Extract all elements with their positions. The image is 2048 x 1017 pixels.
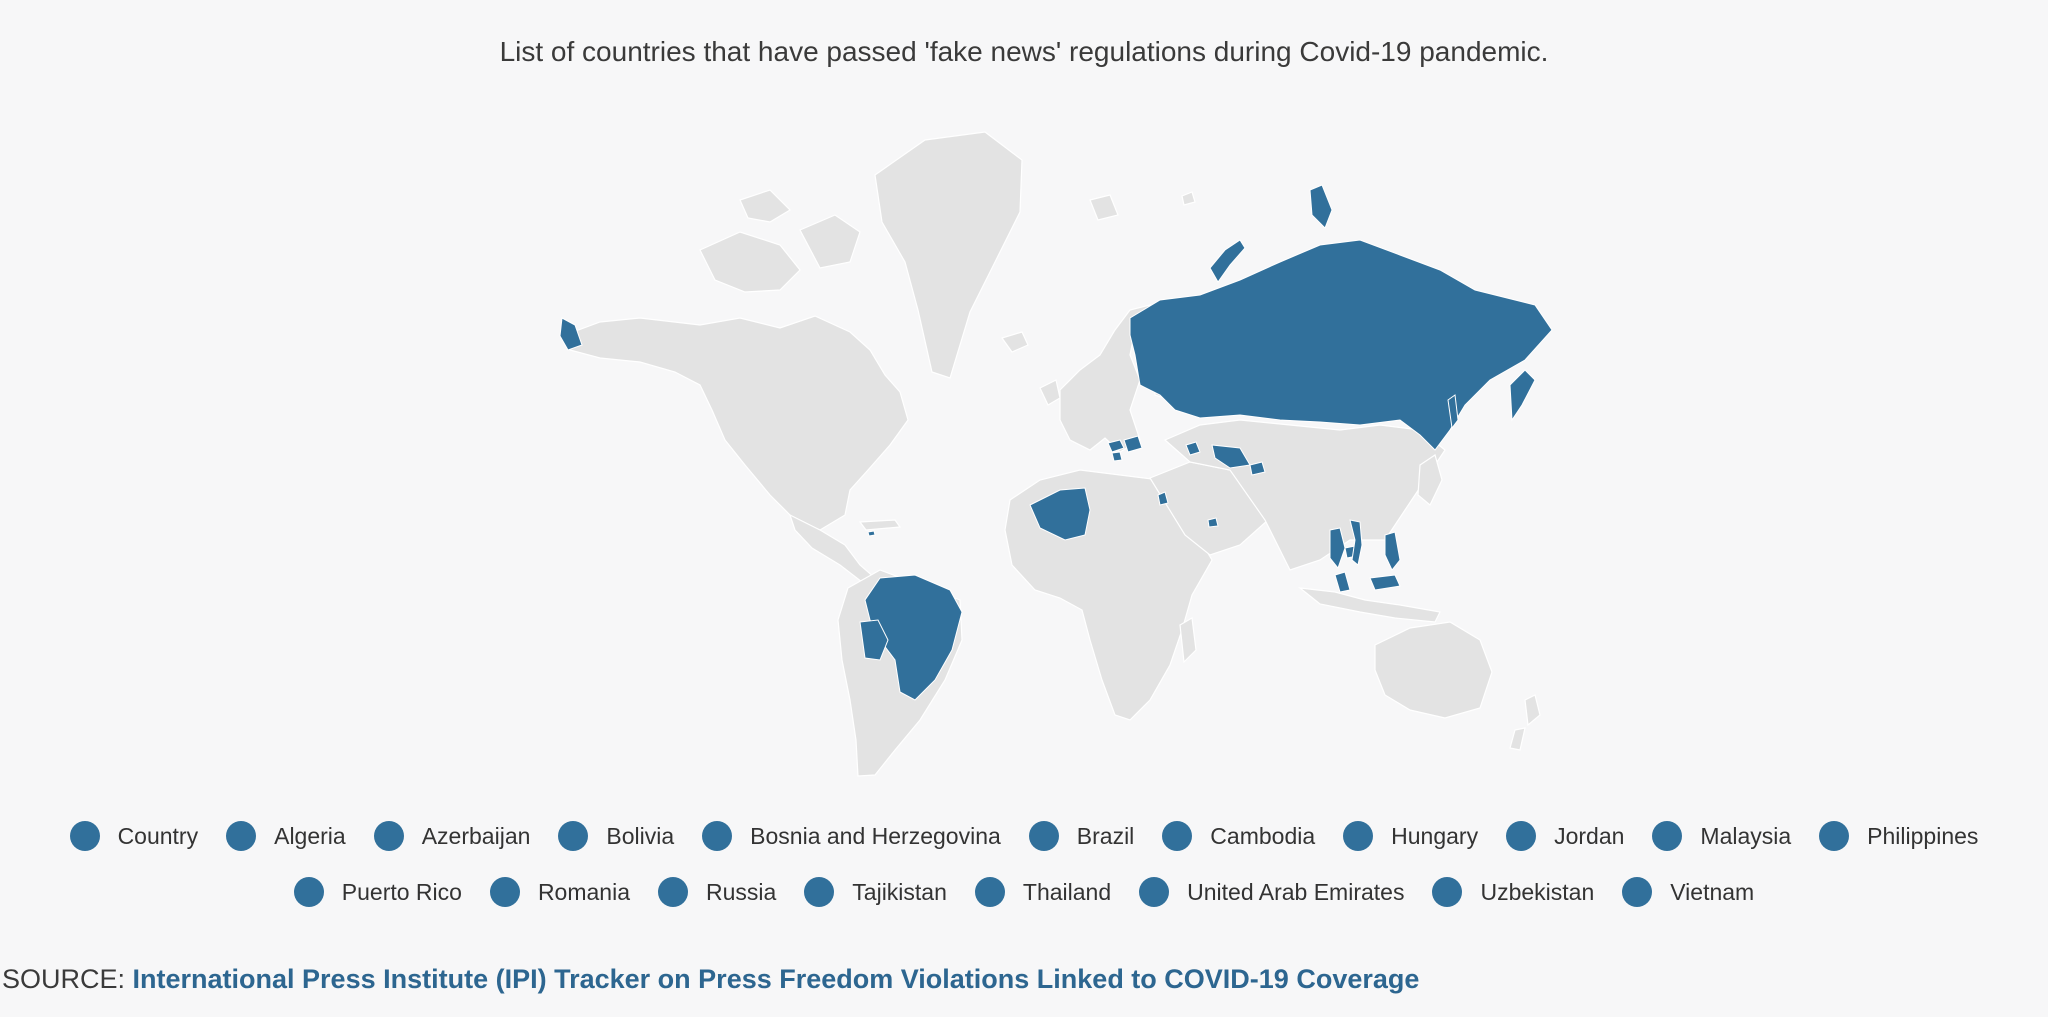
legend-dot-icon (974, 877, 1005, 907)
country-alaska-part (559, 317, 583, 351)
legend-item-romania[interactable]: Romania (489, 877, 630, 907)
country-hungary (1107, 439, 1125, 453)
legend-item-philippines[interactable]: Philippines (1819, 821, 1978, 851)
legend-label: Azerbaijan (421, 822, 531, 849)
legend-row-2: Puerto Rico Romania Russia Tajikistan Thaila… (0, 864, 2048, 920)
legend-dot-icon (1652, 821, 1683, 851)
legend-item-tajikistan[interactable]: Tajikistan (804, 877, 947, 907)
legend-item-brazil[interactable]: Brazil (1028, 821, 1135, 851)
legend-item-malaysia[interactable]: Malaysia (1652, 821, 1791, 851)
country-russia-sakhalin (1447, 394, 1459, 430)
legend-dot-icon (1028, 821, 1059, 851)
legend-label: Uzbekistan (1480, 878, 1595, 905)
legend-dot-icon (373, 821, 404, 851)
legend-item-bosnia-and-herzegovina[interactable]: Bosnia and Herzegovina (702, 821, 1001, 851)
legend-label: Philippines (1867, 822, 1979, 849)
legend-item-cambodia[interactable]: Cambodia (1162, 821, 1315, 851)
legend-label: Algeria (274, 822, 346, 849)
source-label: SOURCE: (2, 964, 133, 994)
legend-item-bolivia[interactable]: Bolivia (558, 821, 674, 851)
legend-label: Romania (537, 878, 630, 905)
country-tajikistan (1249, 461, 1266, 476)
country-azerbaijan (1185, 441, 1201, 456)
legend-label: Russia (705, 878, 777, 905)
legend-item-jordan[interactable]: Jordan (1506, 821, 1624, 851)
legend-item-puerto-rico[interactable]: Puerto Rico (293, 877, 462, 907)
legend-dot-icon (558, 821, 589, 851)
legend: Country Algeria Azerbaijan Bolivia Bosnia an… (0, 808, 2048, 920)
legend-label: Brazil (1076, 822, 1135, 849)
country-malaysia (1334, 571, 1351, 593)
legend-item-russia[interactable]: Russia (657, 877, 777, 907)
land-australia (1374, 621, 1493, 719)
legend-dot-icon (226, 821, 257, 851)
legend-item-azerbaijan[interactable]: Azerbaijan (373, 821, 531, 851)
legend-dot-icon (1506, 821, 1537, 851)
legend-dot-icon (702, 821, 733, 851)
legend-dot-icon (1343, 821, 1374, 851)
legend-dot-icon (293, 877, 324, 907)
legend-label: Tajikistan (852, 878, 947, 905)
legend-label: Hungary (1391, 822, 1479, 849)
land-north-america (564, 315, 909, 531)
legend-label: Thailand (1022, 878, 1112, 905)
legend-item-algeria[interactable]: Algeria (226, 821, 346, 851)
source-line: SOURCE: International Press Institute (I… (2, 964, 1419, 995)
legend-label: Cambodia (1210, 822, 1316, 849)
source-link[interactable]: International Press Institute (IPI) Trac… (132, 964, 1420, 994)
highlighted-countries (559, 184, 1553, 701)
legend-dot-icon (657, 877, 688, 907)
legend-item-uzbekistan[interactable]: Uzbekistan (1432, 877, 1594, 907)
legend-dot-icon (1432, 877, 1463, 907)
legend-item-country[interactable]: Country (69, 821, 199, 851)
legend-dot-icon (1819, 821, 1850, 851)
legend-label: United Arab Emirates (1187, 878, 1405, 905)
legend-label: Malaysia (1700, 822, 1792, 849)
country-malaysia-borneo (1369, 574, 1401, 591)
country-russia-arctic-island (1309, 184, 1333, 229)
country-thailand (1329, 527, 1346, 570)
legend-row-1: Country Algeria Azerbaijan Bolivia Bosnia an… (0, 808, 2048, 864)
country-uzbekistan (1211, 444, 1251, 469)
country-algeria (1029, 487, 1091, 541)
country-russia-kamchatka (1509, 369, 1536, 422)
legend-item-hungary[interactable]: Hungary (1343, 821, 1478, 851)
base-land (564, 131, 1541, 777)
land-iceland (1001, 331, 1029, 353)
legend-dot-icon (1622, 877, 1653, 907)
country-united-arab-emirates (1207, 517, 1219, 528)
legend-label: Bosnia and Herzegovina (750, 822, 1001, 849)
country-romania (1123, 435, 1143, 453)
legend-dot-icon (1139, 877, 1170, 907)
land-greenland (874, 131, 1023, 379)
legend-dot-icon (1162, 821, 1193, 851)
country-vietnam (1349, 519, 1363, 566)
legend-label: Vietnam (1670, 878, 1755, 905)
country-bolivia (859, 619, 889, 661)
country-puerto-rico (867, 530, 876, 537)
country-russia (1129, 239, 1553, 451)
map-title: List of countries that have passed 'fake… (499, 36, 1549, 67)
legend-item-vietnam[interactable]: Vietnam (1622, 877, 1754, 907)
land-indonesia (1297, 587, 1441, 623)
legend-item-thailand[interactable]: Thailand (974, 877, 1112, 907)
land-arctic-islands (699, 231, 801, 293)
legend-label: Jordan (1554, 822, 1625, 849)
country-philippines (1384, 531, 1401, 571)
legend-item-united-arab-emirates[interactable]: United Arab Emirates (1139, 877, 1404, 907)
legend-label: Country (117, 822, 199, 849)
legend-dot-icon (804, 877, 835, 907)
country-brazil (864, 574, 963, 701)
country-bosnia-and-herzegovina (1111, 451, 1123, 462)
legend-label: Puerto Rico (341, 878, 462, 905)
country-russia-novaya-zemlya (1209, 239, 1246, 283)
legend-dot-icon (489, 877, 520, 907)
world-map[interactable] (0, 0, 2048, 800)
legend-dot-icon (69, 821, 100, 851)
legend-label: Bolivia (606, 822, 675, 849)
country-jordan (1157, 491, 1169, 506)
